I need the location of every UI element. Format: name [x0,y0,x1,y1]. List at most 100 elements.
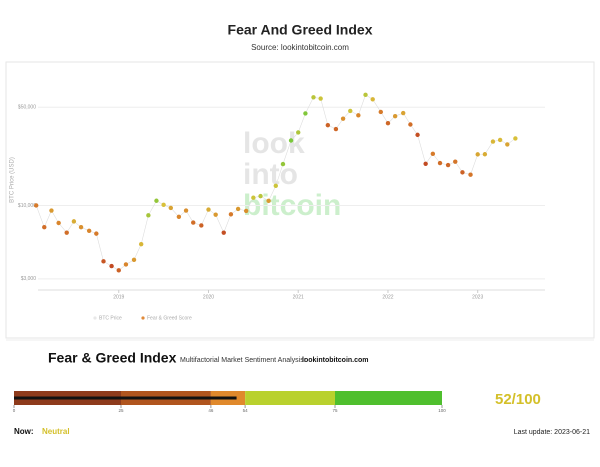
price-point [251,195,256,200]
chart-frame [5,61,595,339]
price-point [318,96,323,101]
watermark-text: look [243,127,305,160]
price-point [385,121,391,126]
chart-title: Fear And Greed Index [228,22,373,38]
gauge-segment [335,391,442,405]
gauge-segment [245,391,335,405]
price-point [71,219,77,224]
price-point [378,109,383,115]
price-point [475,152,480,157]
y-tick-label: $50,000 [18,105,36,111]
legend-label: Fear & Greed Score [147,315,192,321]
price-point [221,230,226,235]
price-point [154,198,159,203]
price-point [176,214,182,220]
gauge-tick-label: 54 [243,408,249,413]
price-point [86,228,92,233]
price-point [131,257,137,263]
price-point [348,108,353,114]
price-point [78,224,84,230]
price-point [146,213,151,218]
gauge-indicator [14,396,237,400]
price-point [116,268,121,273]
price-point [64,230,69,235]
price-point [311,95,316,100]
price-point [445,162,451,168]
price-point [513,136,518,141]
price-point [303,111,308,116]
price-point [199,223,204,228]
price-point [123,262,129,267]
price-point [109,263,114,269]
price-point [482,152,488,157]
x-tick-label: 2022 [382,294,393,300]
price-point [213,212,218,217]
y-tick-label: $3,000 [21,276,37,282]
price-point [34,203,39,208]
gauge-subtitle: Multifactorial Market Sentiment Analysis… [180,357,306,364]
price-point [228,212,234,217]
price-point [235,206,241,212]
price-point [49,208,54,213]
price-point [206,207,211,212]
price-point [423,161,428,166]
price-point [453,159,458,164]
price-point [296,130,301,135]
price-point [42,224,47,230]
price-point [191,220,196,225]
price-point [468,172,473,177]
price-point [280,161,286,167]
price-point [490,139,496,144]
gauge-tick-label: 0 [13,408,16,413]
price-point [430,151,436,157]
price-point [415,132,420,138]
x-tick-label: 2023 [472,294,483,300]
price-point [325,122,331,128]
price-point [273,183,278,188]
price-point [168,205,174,211]
price-point [363,92,368,98]
x-tick-label: 2019 [113,294,124,300]
last-update: Last update: 2023-06-21 [514,429,590,436]
gauge-score-label: 52/100 [495,391,541,408]
price-point [401,110,406,116]
price-point [101,259,106,264]
legend-label: BTC Price [99,315,122,321]
price-point [437,160,443,166]
gauge-tick-label: 46 [208,408,214,413]
price-point [370,97,375,102]
gauge-tick-label: 75 [332,408,338,413]
y-axis-label: BTC Price (USD) [10,157,16,203]
legend-marker [141,316,145,320]
price-point [243,208,249,214]
gauge-tick-label: 100 [438,408,446,413]
legend-marker [93,316,97,320]
price-point [161,202,166,208]
x-tick-label: 2021 [293,294,304,300]
price-point [138,241,144,247]
price-point [266,198,271,204]
gauge-title: Fear & Greed Index [48,350,177,366]
price-point [183,208,189,213]
price-point [258,193,263,199]
price-point [356,113,361,118]
now-label: Now: [14,427,34,436]
price-point [408,122,413,127]
gauge-source: lookintobitcoin.com [302,357,369,364]
gauge-tick-label: 25 [118,408,124,413]
now-status: Neutral [42,427,70,436]
price-point [333,126,339,132]
price-point [497,137,503,143]
price-point [460,170,465,175]
price-point [505,142,510,147]
price-point [94,231,99,236]
x-tick-label: 2020 [203,294,214,300]
price-point [340,116,346,121]
price-point [392,113,398,119]
price-point [288,138,294,143]
y-tick-label: $10,000 [18,203,36,209]
price-point [56,220,61,226]
